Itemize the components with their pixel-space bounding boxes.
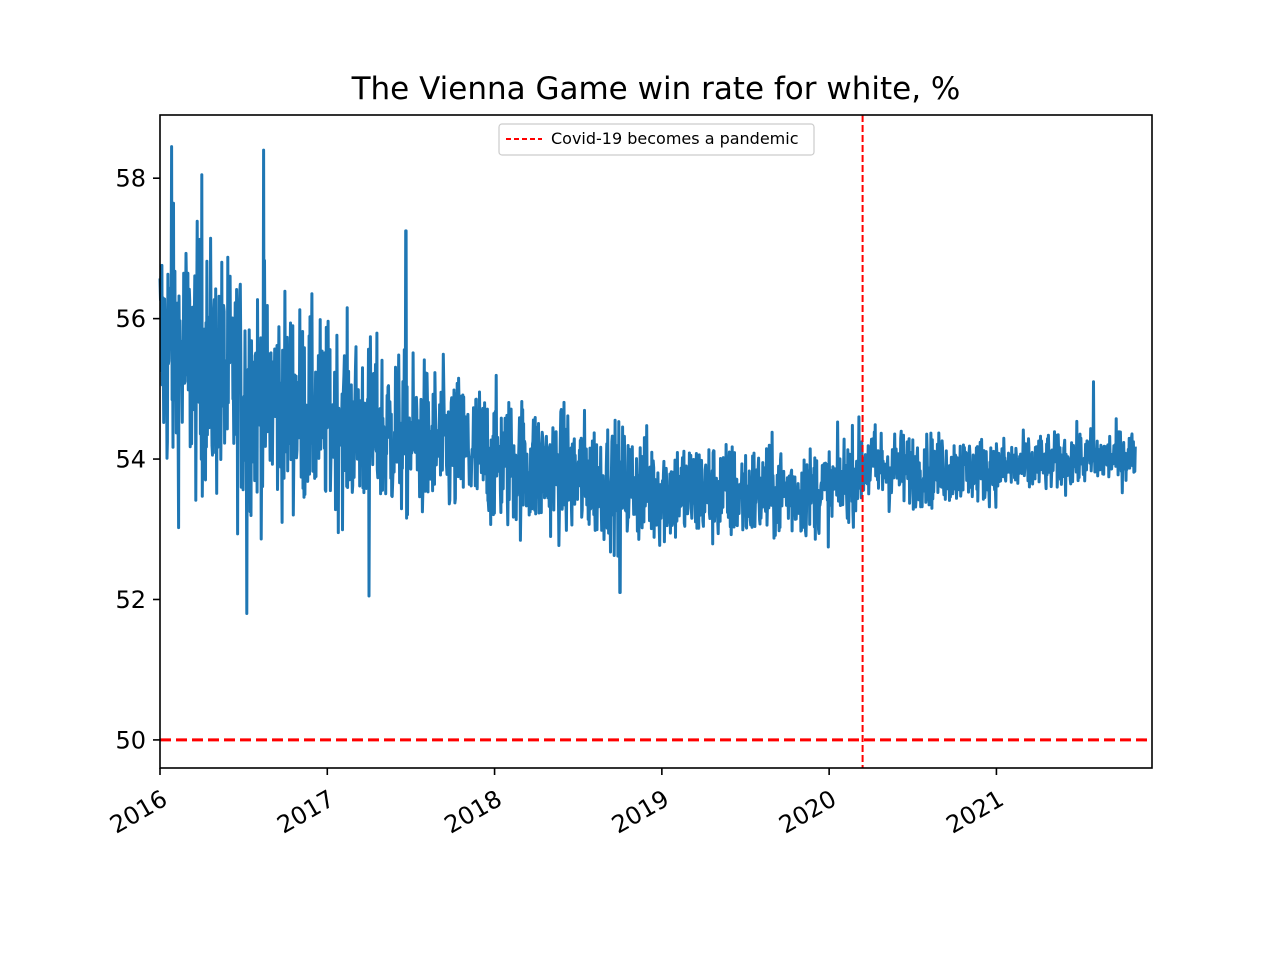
y-tick-label: 54 — [115, 446, 146, 474]
legend: Covid-19 becomes a pandemic — [498, 123, 815, 156]
y-axis: 50 52 54 56 58 — [115, 165, 160, 754]
y-tick-label: 50 — [115, 726, 146, 754]
plot-frame — [159, 114, 1153, 769]
series-line — [158, 145, 1137, 615]
reference-lines — [160, 115, 1152, 768]
y-tick-label: 56 — [115, 305, 146, 333]
legend-box — [498, 123, 815, 156]
y-tick-label: 58 — [115, 165, 146, 193]
chart-title: The Vienna Game win rate for white, % — [351, 71, 961, 107]
y-tick-label: 52 — [115, 586, 146, 614]
series-layer — [158, 145, 1137, 615]
legend-label-covid: Covid-19 becomes a pandemic — [551, 129, 799, 148]
